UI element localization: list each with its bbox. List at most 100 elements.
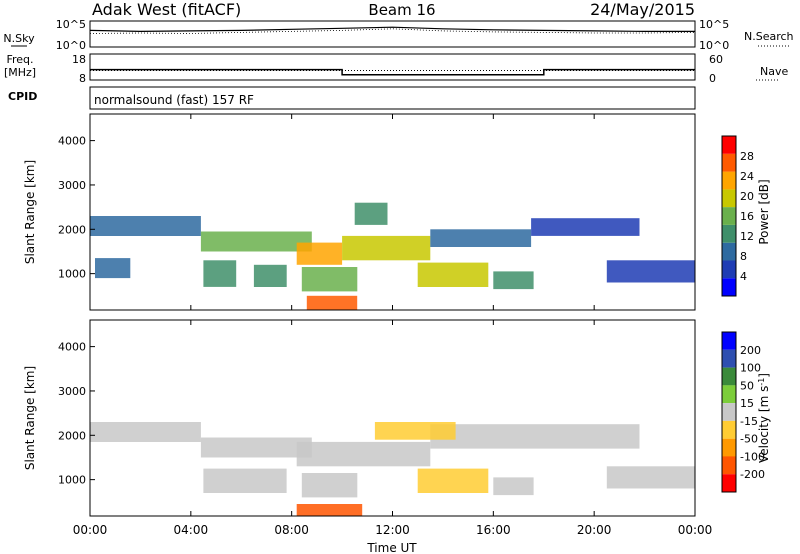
colorbar-tick-label: -100 — [740, 450, 765, 463]
heatmap-cell — [374, 422, 456, 440]
colorbar-swatch — [722, 349, 736, 368]
heatmap-cell — [90, 216, 201, 236]
site-title: Adak West (fitACF) — [92, 0, 241, 19]
nave-tick-bottom: 0 — [709, 72, 716, 85]
heatmap-cell — [203, 260, 237, 287]
noise-tick-right-top: 10^5 — [699, 18, 729, 31]
y-tick-label: 1000 — [58, 474, 86, 487]
colorbar-swatch — [722, 456, 736, 475]
power-heatmap-cells — [90, 202, 695, 310]
freq-series-group — [90, 68, 695, 76]
y-tick-label: 3000 — [58, 385, 86, 398]
y-tick-label: 3000 — [58, 179, 86, 192]
colorbar-swatch — [722, 224, 736, 243]
colorbar-tick-label: -200 — [740, 468, 765, 481]
heatmap-cell — [90, 422, 201, 442]
velocity-y-ticks: 1000 2000 3000 4000 — [58, 341, 95, 487]
colorbar-tick-label: 100 — [740, 362, 761, 375]
x-tick-label: 00:00 — [678, 523, 713, 537]
colorbar-swatch — [722, 153, 736, 172]
colorbar-tick-label: 8 — [740, 250, 747, 263]
colorbar-tick-label: 50 — [740, 379, 754, 392]
heatmap-cell — [253, 264, 287, 287]
heatmap-cell — [301, 267, 358, 292]
velocity-colorbar: 200 100 50 15 -15 -50 -100 -200 — [721, 331, 765, 493]
x-tick-label: 12:00 — [375, 523, 410, 537]
noise-series-line — [89, 28, 696, 34]
freq-panel-frame — [89, 53, 696, 81]
colorbar-swatch — [722, 474, 736, 492]
colorbar-swatch — [722, 367, 736, 386]
colorbar-swatch — [722, 278, 736, 296]
noise-tick-left-bottom: 10^0 — [56, 39, 86, 52]
x-axis-ticks: 00:00 04:00 08:00 12:00 16:00 20:00 00:00 — [73, 114, 713, 537]
y-tick-label: 2000 — [58, 223, 86, 236]
heatmap-cell — [342, 235, 431, 261]
colorbar-tick-label: 15 — [740, 397, 754, 410]
nave-tick-top: 60 — [709, 53, 723, 66]
colorbar-swatch — [722, 332, 736, 350]
power-y-ticks: 1000 2000 3000 4000 — [58, 135, 95, 281]
noise-series-line — [89, 26, 695, 33]
heatmap-cell — [296, 242, 343, 265]
x-tick-label: 00:00 — [73, 523, 108, 537]
colorbar-swatch — [722, 171, 736, 190]
velocity-heatmap-cells — [90, 422, 695, 516]
cpid-panel-frame — [89, 86, 696, 110]
power-panel-frame — [89, 113, 696, 311]
x-tick-label: 20:00 — [577, 523, 612, 537]
y-tick-label: 4000 — [58, 135, 86, 148]
colorbar-swatch — [722, 260, 736, 279]
velocity-y-axis-label: Slant Range [km] — [23, 366, 37, 470]
beam-title: Beam 16 — [368, 1, 435, 19]
heatmap-cell — [493, 271, 534, 290]
x-tick-label: 08:00 — [274, 523, 309, 537]
colorbar-swatch — [722, 385, 736, 404]
power-colorbar-label: Power [dB] — [757, 179, 771, 244]
heatmap-cell — [531, 218, 640, 236]
velocity-colorbar-label: Velocity [m s-1] — [757, 373, 772, 463]
power-colorbar: 4 8 12 16 20 24 28 — [721, 135, 754, 297]
colorbar-swatch — [722, 189, 736, 208]
colorbar-swatch — [722, 136, 736, 154]
heatmap-cell — [430, 229, 532, 247]
nsky-label: N.Sky — [3, 32, 35, 45]
colorbar-swatch — [722, 438, 736, 457]
heatmap-cell — [203, 468, 287, 493]
colorbar-swatch — [722, 207, 736, 225]
noise-panel-frame — [89, 20, 696, 48]
colorbar-frame — [721, 135, 737, 297]
y-tick-label: 1000 — [58, 268, 86, 281]
freq-tick-bottom: 8 — [79, 72, 86, 85]
heatmap-cell — [417, 468, 489, 493]
velocity-panel-frame — [89, 319, 696, 517]
colorbar-tick-label: 28 — [740, 150, 754, 163]
freq-tick-top: 18 — [72, 53, 86, 66]
nave-label: Nave — [760, 65, 788, 78]
heatmap-cell — [306, 295, 358, 310]
heatmap-cell — [417, 262, 489, 287]
colorbar-tick-label: 16 — [740, 210, 754, 223]
x-tick-label: 04:00 — [174, 523, 209, 537]
heatmap-cell — [301, 473, 358, 498]
x-axis-label: Time UT — [366, 541, 417, 554]
heatmap-cell — [354, 202, 388, 225]
noise-tick-right-bottom: 10^0 — [699, 39, 729, 52]
colorbar-tick-label: 12 — [740, 230, 754, 243]
y-tick-label: 4000 — [58, 341, 86, 354]
colorbar-tick-label: 24 — [740, 170, 754, 183]
freq-line — [90, 68, 695, 76]
heatmap-cell — [606, 260, 695, 283]
freq-unit-label: [MHz] — [4, 66, 36, 79]
colorbar-tick-label: 4 — [740, 270, 747, 283]
heatmap-cell — [606, 466, 695, 489]
noise-tick-left-top: 10^5 — [56, 18, 86, 31]
heatmap-cell — [296, 504, 363, 516]
heatmap-cell — [95, 258, 131, 279]
colorbar-swatch — [722, 403, 736, 421]
cpid-label: CPID — [8, 90, 37, 103]
heatmap-cell — [200, 437, 312, 458]
noise-series-group — [89, 26, 696, 34]
heatmap-cell — [430, 424, 640, 449]
